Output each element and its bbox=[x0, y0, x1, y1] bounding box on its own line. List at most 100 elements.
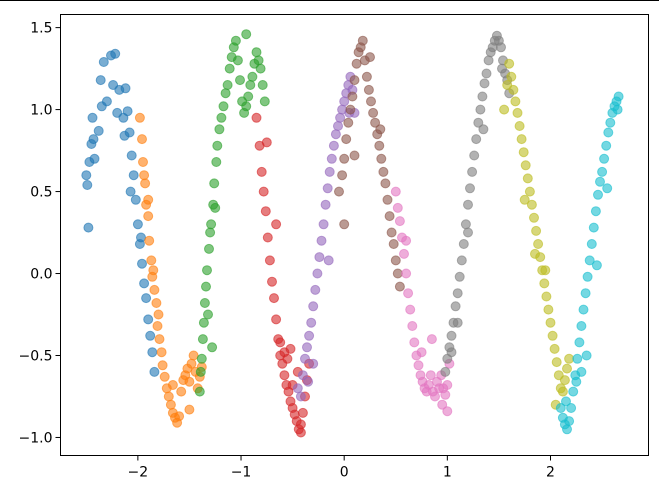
data-point-series-1-38 bbox=[143, 194, 154, 205]
data-point-series-8-3 bbox=[510, 96, 521, 107]
data-point-series-5-13 bbox=[361, 71, 372, 82]
data-point-series-2-6 bbox=[201, 281, 211, 292]
data-point-series-1-36 bbox=[148, 265, 159, 276]
data-point-series-9-29 bbox=[561, 396, 571, 407]
data-point-series-3-13 bbox=[279, 370, 290, 381]
data-point-series-2-17 bbox=[218, 101, 229, 112]
data-point-series-4-2 bbox=[297, 370, 308, 381]
data-point-series-4-0 bbox=[292, 383, 303, 394]
data-point-series-6-9 bbox=[409, 337, 420, 348]
data-point-series-5-21 bbox=[378, 166, 389, 177]
data-point-series-9-23 bbox=[603, 127, 614, 138]
data-point-series-7-27 bbox=[496, 42, 506, 53]
data-point-series-8-6 bbox=[516, 134, 527, 145]
data-point-series-1-28 bbox=[186, 358, 197, 369]
y-tick-label: 0.0 bbox=[30, 267, 52, 283]
data-point-series-6-5 bbox=[401, 268, 412, 279]
data-point-series-8-21 bbox=[547, 330, 558, 341]
data-point-series-2-0 bbox=[194, 386, 205, 397]
data-point-series-6-1 bbox=[392, 202, 403, 213]
data-point-series-3-6 bbox=[264, 255, 275, 266]
data-point-series-5-29 bbox=[394, 281, 405, 292]
data-point-series-2-10 bbox=[206, 219, 217, 230]
plot-area-frame bbox=[60, 14, 649, 456]
data-point-series-8-35 bbox=[540, 265, 551, 276]
data-point-series-4-3 bbox=[300, 353, 310, 364]
data-point-series-2-9 bbox=[205, 227, 216, 238]
data-point-series-8-13 bbox=[531, 225, 542, 236]
data-point-series-6-19 bbox=[430, 391, 440, 402]
data-point-series-4-29 bbox=[308, 358, 319, 369]
data-point-series-4-7 bbox=[308, 301, 319, 312]
data-point-series-1-10 bbox=[151, 298, 162, 308]
data-point-series-2-28 bbox=[241, 101, 252, 112]
data-point-series-7-21 bbox=[483, 55, 494, 66]
data-point-series-0-28 bbox=[139, 278, 150, 289]
data-point-series-5-4 bbox=[343, 117, 354, 128]
data-point-series-4-9 bbox=[312, 268, 323, 279]
data-point-series-4-1 bbox=[295, 391, 306, 402]
data-point-series-1-13 bbox=[156, 347, 167, 358]
data-point-series-9-6 bbox=[568, 386, 579, 397]
data-point-series-4-10 bbox=[314, 252, 325, 263]
data-point-series-5-19 bbox=[374, 140, 385, 151]
data-point-series-5-31 bbox=[349, 150, 360, 161]
data-point-series-5-16 bbox=[368, 107, 379, 118]
data-point-series-1-18 bbox=[165, 399, 176, 410]
data-point-series-7-36 bbox=[446, 347, 457, 358]
data-point-series-3-22 bbox=[297, 407, 308, 418]
data-point-series-7-15 bbox=[471, 134, 482, 145]
data-point-series-9-13 bbox=[582, 271, 593, 282]
data-point-series-4-19 bbox=[333, 121, 343, 131]
data-point-series-0-25 bbox=[132, 219, 143, 230]
y-tick-label: −1.0 bbox=[19, 430, 53, 446]
data-point-series-2-39 bbox=[203, 309, 213, 320]
data-point-series-8-26 bbox=[557, 386, 568, 397]
data-point-series-5-14 bbox=[363, 84, 374, 95]
x-axis: −2 −1 0 1 2 bbox=[128, 455, 555, 481]
data-point-series-2-18 bbox=[220, 88, 231, 99]
data-point-series-7-16 bbox=[473, 117, 484, 128]
data-point-series-3-7 bbox=[267, 276, 277, 287]
data-point-series-9-12 bbox=[580, 288, 591, 299]
data-point-series-8-27 bbox=[559, 375, 570, 386]
data-point-series-9-35 bbox=[612, 104, 623, 115]
data-point-series-2-36 bbox=[257, 80, 268, 90]
data-point-series-2-16 bbox=[216, 112, 227, 123]
data-point-series-7-7 bbox=[454, 271, 465, 282]
data-point-series-8-11 bbox=[526, 199, 537, 210]
data-point-series-7-34 bbox=[478, 124, 489, 135]
data-point-series-2-1 bbox=[195, 366, 206, 377]
data-point-series-6-7 bbox=[405, 304, 416, 315]
data-point-series-0-29 bbox=[141, 293, 152, 304]
data-point-series-6-28 bbox=[416, 347, 427, 358]
data-point-series-3-34 bbox=[295, 427, 306, 438]
data-point-series-4-17 bbox=[328, 140, 339, 151]
data-point-series-6-30 bbox=[437, 399, 448, 410]
data-point-series-5-28 bbox=[392, 268, 403, 279]
data-point-series-2-24 bbox=[232, 55, 243, 66]
data-point-series-8-20 bbox=[545, 317, 556, 328]
data-point-series-3-0 bbox=[251, 112, 262, 123]
data-point-series-0-30 bbox=[143, 314, 154, 325]
data-point-series-0-0 bbox=[83, 222, 94, 233]
data-point-series-2-14 bbox=[212, 140, 223, 151]
data-point-series-8-29 bbox=[564, 353, 575, 364]
data-point-series-7-12 bbox=[465, 183, 475, 194]
data-point-series-3-29 bbox=[275, 337, 286, 348]
data-point-series-7-5 bbox=[450, 301, 461, 312]
data-point-series-9-20 bbox=[597, 166, 608, 177]
data-point-series-5-5 bbox=[345, 104, 356, 115]
data-point-series-9-16 bbox=[588, 222, 599, 233]
data-point-series-3-4 bbox=[260, 206, 271, 217]
data-point-series-0-1 bbox=[82, 180, 93, 190]
data-point-series-0-20 bbox=[122, 106, 133, 117]
y-tick-label: −0.5 bbox=[19, 348, 53, 364]
data-point-series-6-6 bbox=[403, 288, 414, 299]
data-point-series-6-11 bbox=[413, 360, 424, 371]
data-point-series-8-7 bbox=[518, 147, 529, 158]
data-point-series-8-5 bbox=[514, 121, 525, 131]
data-point-series-0-19 bbox=[120, 83, 131, 94]
data-point-series-2-5 bbox=[199, 298, 210, 308]
data-point-series-9-10 bbox=[576, 321, 587, 331]
